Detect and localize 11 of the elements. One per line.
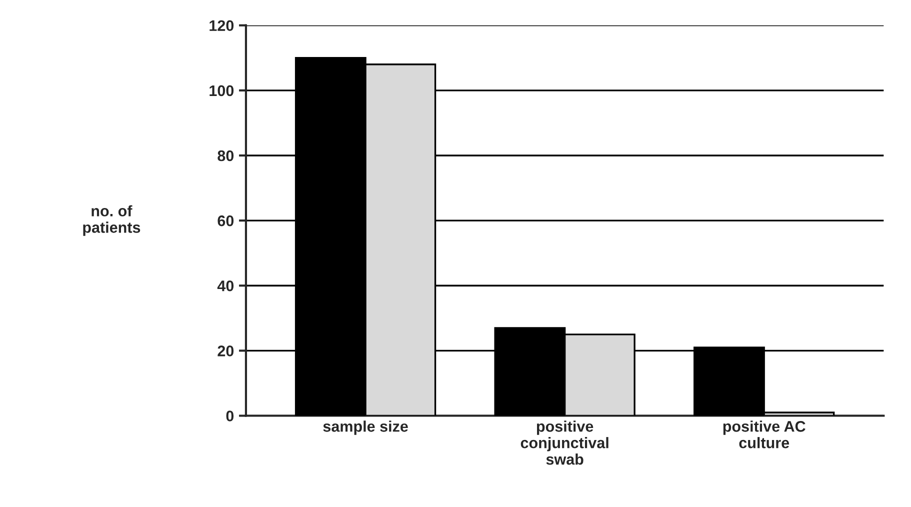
y-tick-label: 20 <box>218 346 234 356</box>
y-axis-title: no. of patients <box>83 205 140 236</box>
y-tick-label: 120 <box>210 20 234 32</box>
y-tick-label: 100 <box>210 85 234 96</box>
x-tick-label: positive conjunctival swab <box>520 420 608 465</box>
x-tick-label: sample size <box>323 420 408 435</box>
y-tick-label: 40 <box>217 280 234 292</box>
y-tick-label: 80 <box>218 150 234 162</box>
y-tick-label: 60 <box>218 215 234 226</box>
y-tick-label: 0 <box>226 410 234 422</box>
x-tick-label: positive AC culture <box>723 420 806 448</box>
